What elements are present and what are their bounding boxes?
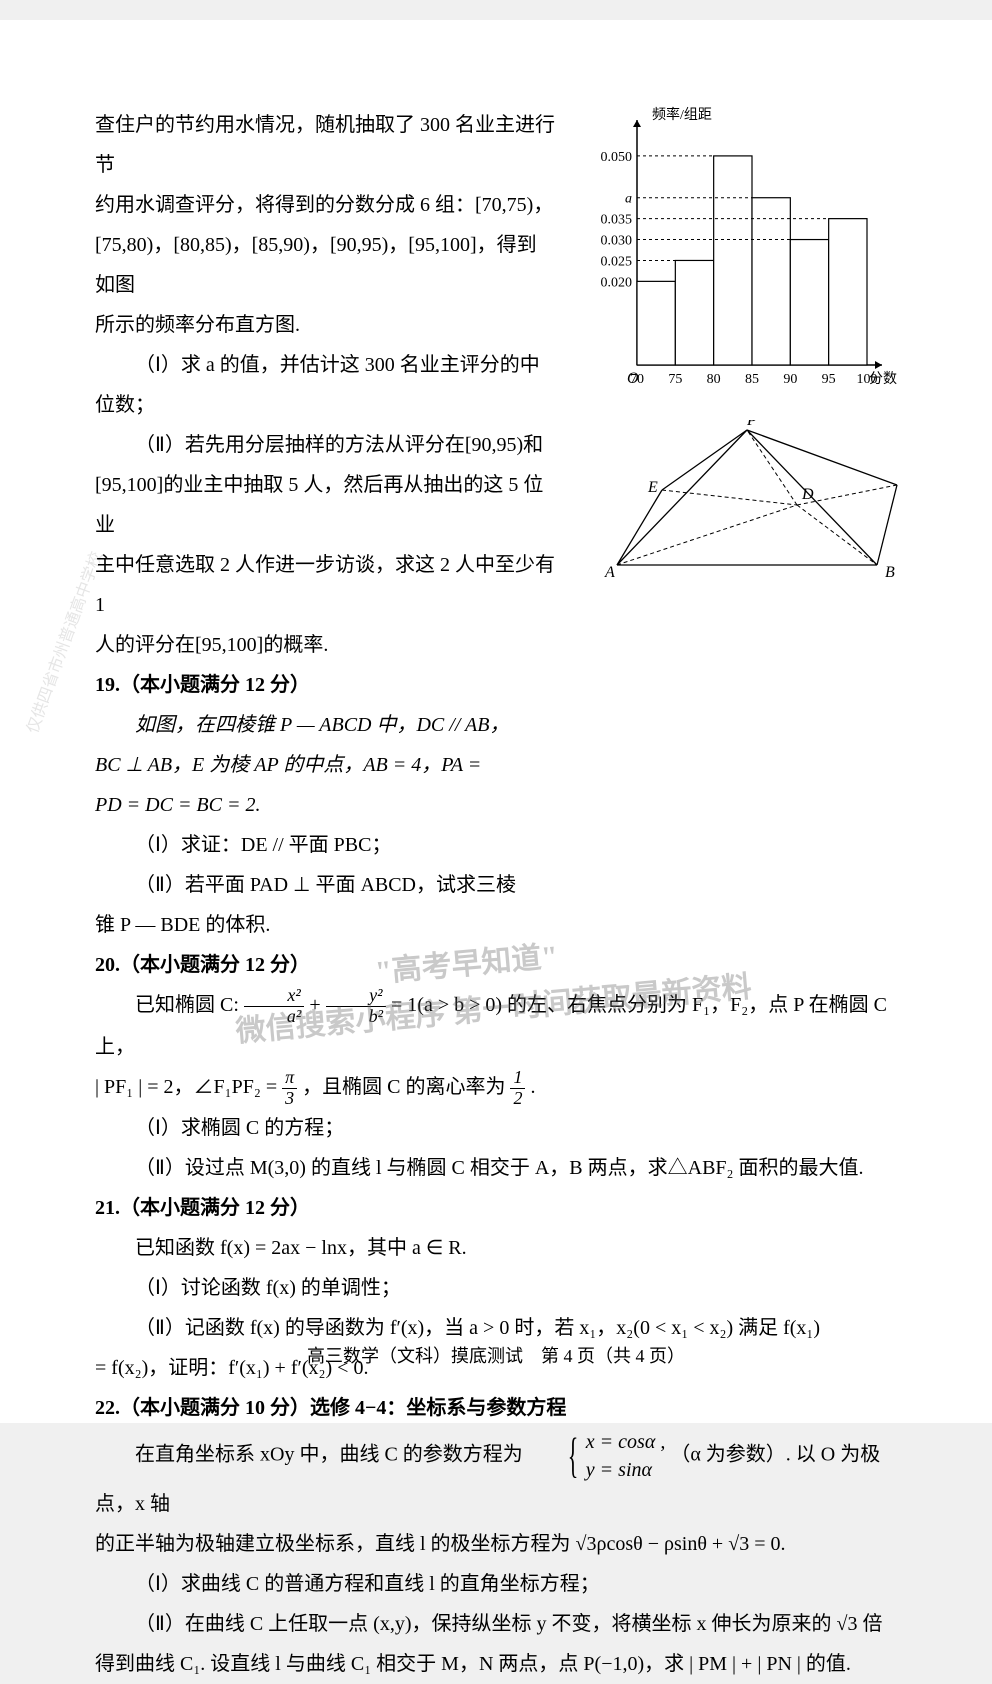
svg-text:a: a	[625, 192, 632, 207]
fraction: x²a²	[244, 986, 304, 1027]
fraction: 12	[510, 1068, 525, 1109]
svg-text:0.035: 0.035	[601, 213, 633, 228]
svg-text:0.030: 0.030	[601, 234, 633, 249]
text: 在直角坐标系 xOy 中，曲线 C 的参数方程为	[135, 1444, 528, 1466]
text: .	[530, 1076, 535, 1098]
parametric-equations: x = cosα , y = sinα	[528, 1428, 666, 1484]
q19-title: 19.（本小题满分 12 分）	[95, 665, 570, 705]
text: ，且椭圆 C 的离心率为	[302, 1076, 510, 1098]
q18-part1: （Ⅰ）求 a 的值，并估计这 300 名业主评分的中位数；	[95, 345, 555, 425]
q19-text: BC ⊥ AB，E 为棱 AP 的中点，AB = 4，PA =	[95, 745, 570, 785]
q18-text: 所示的频率分布直方图.	[95, 305, 555, 345]
q22-part2: （Ⅱ）在曲线 C 上任取一点 (x,y)，保持纵坐标 y 不变，将横坐标 x 伸…	[95, 1604, 897, 1644]
q20-line2: | PF₁ | = 2，∠F₁PF₂ = π3 ，且椭圆 C 的离心率为 12 …	[95, 1067, 897, 1109]
q19-text: 如图，在四棱锥 P — ABCD 中，DC // AB，	[95, 705, 570, 745]
q18-part2: 主中任意选取 2 人作进一步访谈，求这 2 人中至少有 1	[95, 545, 555, 625]
q21-part1: （Ⅰ）讨论函数 f(x) 的单调性；	[95, 1268, 897, 1308]
svg-text:90: 90	[783, 372, 797, 387]
q19-text: PD = DC = BC = 2.	[95, 785, 570, 825]
q20-intro: 已知椭圆 C: x²a² + y²b² = 1(a > b > 0) 的左、右焦…	[95, 985, 897, 1067]
question-18: 查住户的节约用水情况，随机抽取了 300 名业主进行节 约用水调查评分，将得到的…	[95, 105, 555, 665]
q18-text: 约用水调查评分，将得到的分数分成 6 组：[70,75)，	[95, 185, 555, 225]
svg-text:频率/组距: 频率/组距	[652, 106, 712, 123]
svg-text:B: B	[885, 564, 895, 580]
plus: +	[309, 994, 325, 1016]
question-22: 22.（本小题满分 10 分）选修 4−4：坐标系与参数方程 在直角坐标系 xO…	[95, 1388, 897, 1684]
q18-text: 查住户的节约用水情况，随机抽取了 300 名业主进行节	[95, 105, 555, 185]
text: | PF₁ | = 2，∠F₁PF₂ =	[95, 1076, 282, 1098]
question-20: "高考早知道" 微信搜索小程序 第一时间获取最新资料 20.（本小题满分 12 …	[95, 945, 897, 1188]
text: 已知椭圆 C:	[135, 994, 239, 1016]
exam-page: 仅供四省市州普通高中学校 0.050 a 0.035 0.030 0.025 0.020 7…	[0, 20, 992, 1423]
question-19: 19.（本小题满分 12 分） 如图，在四棱锥 P — ABCD 中，DC //…	[95, 665, 570, 945]
q21-intro: 已知函数 f(x) = 2ax − lnx，其中 a ∈ R.	[95, 1228, 897, 1268]
q19-part2: 锥 P — BDE 的体积.	[95, 905, 570, 945]
svg-text:95: 95	[822, 372, 836, 387]
histogram-chart: 0.050a0.0350.0300.0250.02070758085909510…	[577, 105, 897, 405]
q22-title: 22.（本小题满分 10 分）选修 4−4：坐标系与参数方程	[95, 1388, 897, 1428]
svg-text:85: 85	[745, 372, 759, 387]
geometry-diagram: PABCDE	[597, 420, 907, 580]
svg-text:A: A	[604, 564, 615, 580]
q21-title: 21.（本小题满分 12 分）	[95, 1188, 897, 1228]
content-area: 0.050a0.0350.0300.0250.02070758085909510…	[95, 105, 897, 1684]
q22-part2: 得到曲线 C₁. 设直线 l 与曲线 C₁ 相交于 M，N 两点，点 P(−1,…	[95, 1644, 897, 1684]
q19-part2: （Ⅱ）若平面 PAD ⊥ 平面 ABCD，试求三棱	[95, 865, 570, 905]
q20-title: 20.（本小题满分 12 分）	[95, 945, 897, 985]
q18-part2: 人的评分在[95,100]的概率.	[95, 625, 555, 665]
page-footer: 高三数学（文科）摸底测试 第 4 页（共 4 页）	[0, 1342, 992, 1368]
svg-text:75: 75	[668, 372, 682, 387]
fraction: π3	[282, 1068, 297, 1109]
q18-part2: [95,100]的业主中抽取 5 人，然后再从抽出的这 5 位业	[95, 465, 555, 545]
svg-text:80: 80	[707, 372, 721, 387]
q20-part2: （Ⅱ）设过点 M(3,0) 的直线 l 与椭圆 C 相交于 A，B 两点，求△A…	[95, 1148, 897, 1188]
q18-text: [75,80)，[80,85)，[85,90)，[90,95)，[95,100]…	[95, 225, 555, 305]
q22-part1: （Ⅰ）求曲线 C 的普通方程和直线 l 的直角坐标方程；	[95, 1564, 897, 1604]
q20-part1: （Ⅰ）求椭圆 C 的方程；	[95, 1108, 897, 1148]
svg-text:分数: 分数	[869, 371, 897, 387]
q18-part2: （Ⅱ）若先用分层抽样的方法从评分在[90,95)和	[95, 425, 555, 465]
svg-text:P: P	[746, 420, 757, 429]
q22-intro: 在直角坐标系 xOy 中，曲线 C 的参数方程为 x = cosα , y = …	[95, 1428, 897, 1524]
q22-line2: 的正半轴为极轴建立极坐标系，直线 l 的极坐标方程为 √3ρcosθ − ρsi…	[95, 1524, 897, 1564]
svg-text:O: O	[627, 370, 639, 387]
svg-text:0.050: 0.050	[601, 150, 633, 165]
svg-text:0.020: 0.020	[601, 275, 633, 290]
svg-text:E: E	[647, 479, 658, 496]
svg-text:D: D	[801, 486, 814, 503]
q19-part1: （Ⅰ）求证：DE // 平面 PBC；	[95, 825, 570, 865]
svg-text:0.025: 0.025	[601, 254, 633, 269]
side-watermark: 仅供四省市州普通高中学校	[19, 547, 107, 736]
fraction: y²b²	[326, 986, 386, 1027]
